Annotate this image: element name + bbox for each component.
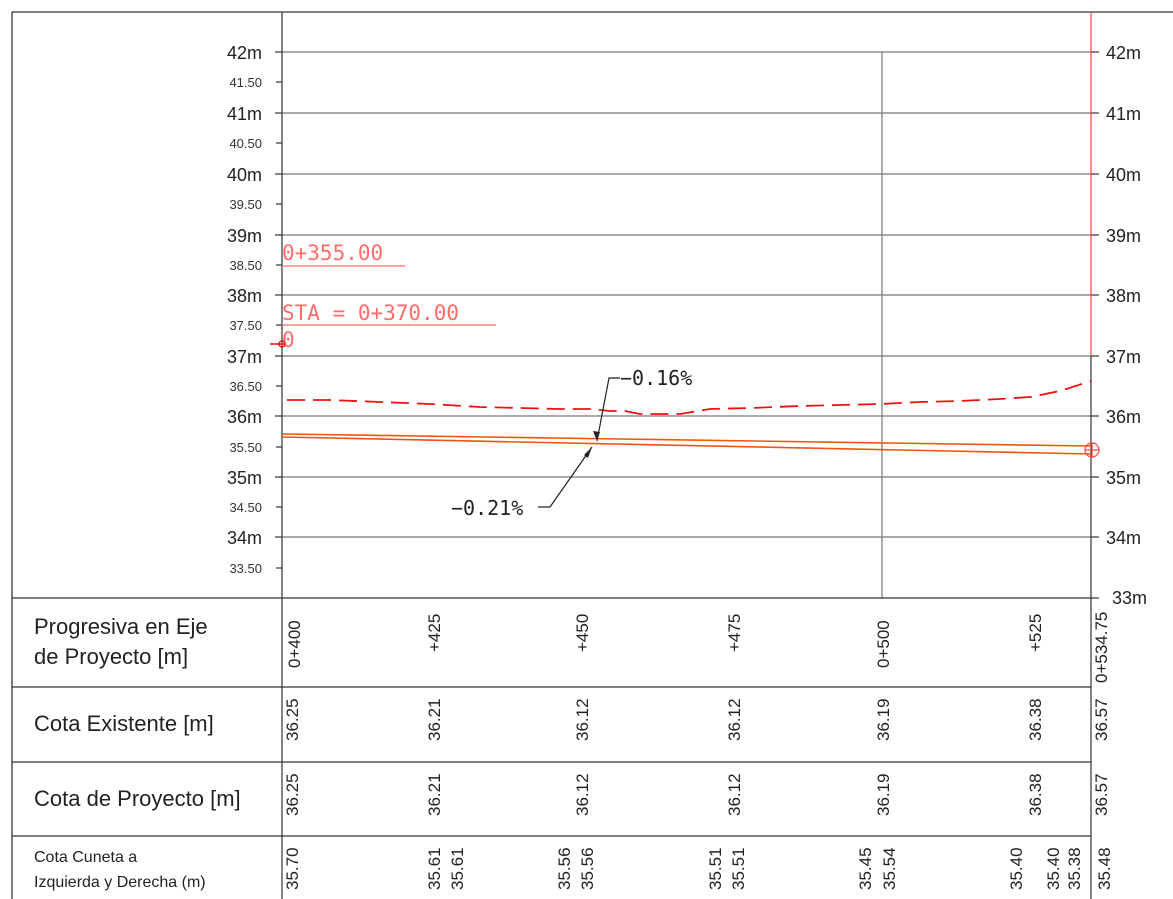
elev-label-right: 36m [1106,407,1141,427]
elevation-value: 36.21 [425,773,444,816]
elev-label: 35m [227,468,262,488]
gutter-value: 35.38 [1065,847,1084,890]
gutter-value: 35.54 [880,847,899,890]
station-value: +425 [425,614,444,652]
gutter-value: 35.70 [283,847,302,890]
elev-label-right: 40m [1106,165,1141,185]
band-titles: Progresiva en Eje de Proyecto [m] Cota E… [34,614,241,891]
gutter-value: 35.56 [555,847,574,890]
station-values: 0+400 +425 +450 +475 0+500 +525 0+534.75 [285,612,1111,683]
gutter-value: 35.40 [1044,847,1063,890]
elevation-value: 36.25 [283,773,302,816]
arrow-head [593,431,600,441]
band-title: Cota Existente [m] [34,711,214,736]
elev-label: 37.50 [229,318,262,333]
elev-label: 39m [227,226,262,246]
band-title: Izquierda y Derecha (m) [34,874,206,891]
station-value: +525 [1026,614,1045,652]
elevation-labels-right: 42m 41m 40m 39m 38m 37m 36m 35m 34m 33m [1106,43,1147,608]
elevation-value: 36.12 [573,698,592,741]
elev-label-right: 39m [1106,226,1141,246]
gutter-value: 35.56 [578,847,597,890]
elev-label-right: 37m [1106,347,1141,367]
elev-label: 38.50 [229,258,262,273]
elev-label: 40.50 [229,136,262,151]
elev-label: 42m [227,43,262,63]
gutter-value: 35.51 [729,847,748,890]
design-line-upper [281,433,1092,447]
design-elevation-values: 36.25 36.21 36.12 36.12 36.19 36.38 36.5… [283,773,1111,816]
arrow-head [584,447,592,458]
grade-label-lower: −0.21% [451,496,523,520]
elev-label: 35.50 [229,440,262,455]
elev-label: 33.50 [229,561,262,576]
elevation-axes [275,12,1099,899]
elev-label: 41m [227,104,262,124]
elevation-value: 36.57 [1092,773,1111,816]
elevation-value: 36.38 [1026,698,1045,741]
existing-elevation-values: 36.25 36.21 36.12 36.12 36.19 36.38 36.5… [283,698,1111,741]
elevation-value: 36.21 [425,698,444,741]
station-value: +475 [725,614,744,652]
gutter-value: 35.51 [706,847,725,890]
station-value: 0+400 [285,620,304,668]
elev-label: 38m [227,286,262,306]
elev-label-right: 42m [1106,43,1141,63]
station-value: 0+534.75 [1092,612,1111,683]
end-marker [1084,442,1100,458]
gutter-value: 35.61 [425,847,444,890]
elevation-value: 36.19 [874,773,893,816]
elevation-value: 36.38 [1026,773,1045,816]
band-title: de Proyecto [m] [34,644,188,669]
elevation-labels-left: 42m 41.50 41m 40.50 40m 39.50 39m 38.50 … [227,43,262,576]
elev-label-right: 35m [1106,468,1141,488]
station-label: 0+355.00 [282,241,383,265]
design-lines [281,433,1092,455]
gutter-value: 35.48 [1095,847,1114,890]
elev-label-right: 38m [1106,286,1141,306]
gutter-elevation-values: 35.70 35.61 35.61 35.56 35.56 35.51 35.5… [283,847,1114,890]
elevation-value: 36.57 [1092,698,1111,741]
elevation-value: 36.19 [874,698,893,741]
station-value: +450 [573,614,592,652]
elevation-value: 36.25 [283,698,302,741]
data-band-grid [12,597,1091,837]
elev-label-right: 33m [1112,588,1147,608]
elev-label: 34m [227,528,262,548]
station-label: STA = 0+370.00 [282,301,459,325]
elev-label: 36.50 [229,379,262,394]
elev-label: 40m [227,165,262,185]
design-line-lower [281,436,1092,455]
elevation-value: 36.12 [725,773,744,816]
elev-label: 39.50 [229,197,262,212]
gutter-value: 35.61 [448,847,467,890]
elev-label-right: 41m [1106,104,1141,124]
station-label: 0 [282,328,295,352]
outer-frame [11,11,1173,899]
grade-leaders [538,377,620,508]
band-title: Cota Cuneta a [34,849,137,866]
station-annotations: 0+355.00 STA = 0+370.00 0 [270,241,496,352]
elevation-grid [282,51,1091,598]
band-title: Progresiva en Eje [34,614,208,639]
grade-label-upper: −0.16% [620,366,692,390]
elev-label: 36m [227,407,262,427]
elev-label: 41.50 [229,75,262,90]
elev-label: 37m [227,347,262,367]
elevation-value: 36.12 [725,698,744,741]
elev-label-right: 34m [1106,528,1141,548]
elevation-value: 36.12 [573,773,592,816]
gutter-value: 35.40 [1007,847,1026,890]
gutter-value: 35.45 [856,847,875,890]
band-title: Cota de Proyecto [m] [34,786,241,811]
existing-ground-line [287,380,1092,415]
elev-label: 34.50 [229,500,262,515]
station-value: 0+500 [874,620,893,668]
